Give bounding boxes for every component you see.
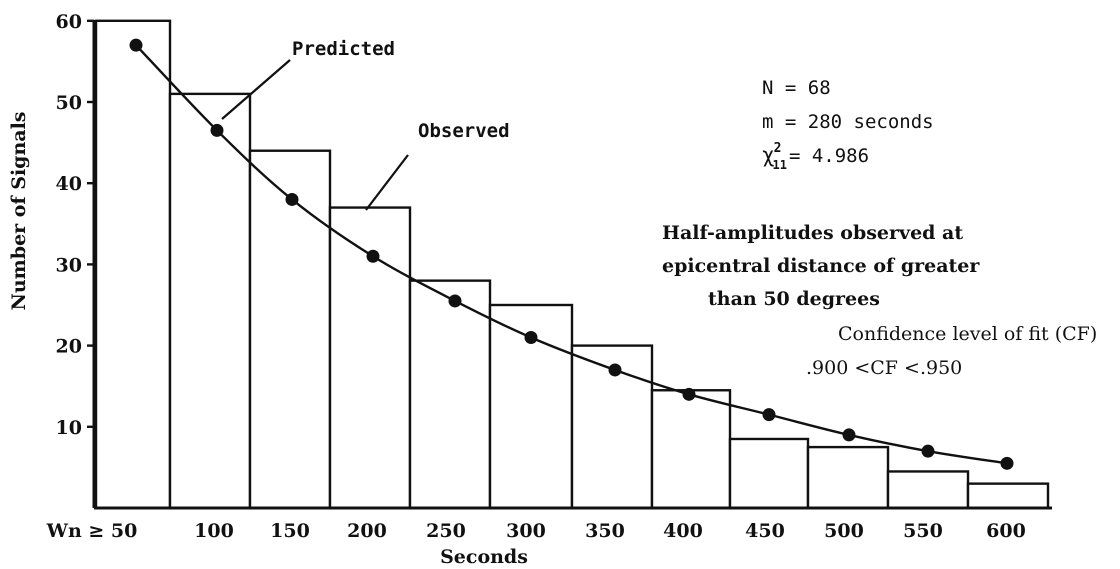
observed-label: Observed [418,120,510,142]
predicted-point [921,444,935,458]
x-tick-label: 300 [506,520,546,542]
observed-bar [886,470,970,510]
x-tick-label: 400 [663,520,703,542]
predicted-point [285,192,299,206]
observed-bar [94,19,172,510]
confidence-label: Confidence level of fit (CF) [838,323,1097,345]
x-tick-label: 200 [347,520,387,542]
predicted-points [129,38,1014,470]
observed-bar [248,149,332,510]
y-tick-label: 10 [56,417,82,439]
x-tick-label: 100 [194,520,234,542]
predicted-point [682,387,696,401]
observed-bar [408,279,492,510]
observed-bar [728,437,810,510]
note-line-3: than 50 degrees [708,288,880,310]
x-tick-label: 150 [270,520,310,542]
y-tick-label: 40 [56,173,82,195]
x-axis-ticks: Wn ≥ 50 100 150 200 250 300 350 400 450 500 550 600 [46,520,1026,542]
x-tick-label: 600 [986,520,1026,542]
note-line-1: Half-amplitudes observed at [662,222,963,244]
predicted-point [842,428,856,442]
x-axis-title: Seconds [440,546,528,568]
stat-n: N = 68 [762,77,831,99]
chi-superscript: 2 [774,141,782,156]
y-tick-label: 60 [56,11,82,33]
confidence-range: .900 <CF <.950 [806,357,962,379]
y-tick-label: 20 [56,336,82,358]
chi-subscript: 11 [772,158,786,172]
predicted-point [366,249,380,263]
predicted-point [524,330,538,344]
x-tick-label: Wn ≥ 50 [46,520,138,542]
y-tick-label: 50 [56,92,82,114]
chi-value: = 4.986 [789,145,869,167]
predicted-point [1000,456,1014,470]
observed-bar [806,445,890,510]
stat-m: m = 280 seconds [762,111,934,133]
predicted-point [448,294,462,308]
observed-bar [650,389,732,510]
predicted-leader-line [221,59,291,120]
predicted-point [210,123,224,137]
x-tick-label: 450 [745,520,785,542]
chi-symbol: χ [762,143,775,167]
x-tick-label: 500 [824,520,864,542]
x-tick-label: 550 [903,520,943,542]
x-tick-label: 350 [585,520,625,542]
predicted-point [762,408,776,422]
observed-bar [966,482,1050,510]
y-axis-title: Number of Signals [8,111,30,310]
predicted-label: Predicted [292,38,395,60]
x-tick-label: 250 [426,520,466,542]
stat-chi-square: χ2 11 = 4.986 [762,141,869,172]
y-tick-label: 30 [56,254,82,276]
observed-bar [168,92,252,510]
note-line-2: epicentral distance of greater [662,255,980,277]
predicted-point [129,38,143,52]
predicted-point [608,363,622,377]
y-axis-ticks: 10 20 30 40 50 60 [56,11,94,439]
observed-leader-line [365,154,409,211]
